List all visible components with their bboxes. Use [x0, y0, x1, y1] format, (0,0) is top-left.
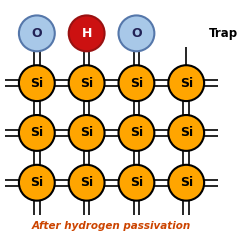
Text: Si: Si	[80, 176, 93, 189]
Text: Si: Si	[180, 176, 193, 189]
Circle shape	[69, 15, 105, 51]
Circle shape	[168, 165, 204, 201]
Circle shape	[119, 65, 154, 101]
Circle shape	[19, 115, 55, 151]
Text: Si: Si	[80, 77, 93, 90]
Circle shape	[168, 115, 204, 151]
Text: Si: Si	[30, 176, 43, 189]
Text: Si: Si	[180, 126, 193, 139]
Circle shape	[19, 65, 55, 101]
Circle shape	[119, 15, 154, 51]
Text: H: H	[81, 27, 92, 40]
Circle shape	[69, 115, 105, 151]
Circle shape	[69, 65, 105, 101]
Circle shape	[119, 165, 154, 201]
Text: After hydrogen passivation: After hydrogen passivation	[32, 221, 191, 231]
Text: Si: Si	[180, 77, 193, 90]
Text: Si: Si	[130, 176, 143, 189]
Circle shape	[69, 165, 105, 201]
Circle shape	[19, 165, 55, 201]
Text: Si: Si	[130, 126, 143, 139]
Text: Si: Si	[80, 126, 93, 139]
Text: Si: Si	[30, 126, 43, 139]
Text: O: O	[31, 27, 42, 40]
Text: O: O	[131, 27, 142, 40]
Text: Si: Si	[30, 77, 43, 90]
Circle shape	[168, 65, 204, 101]
Circle shape	[119, 115, 154, 151]
Text: Trap: Trap	[209, 27, 238, 40]
Circle shape	[19, 15, 55, 51]
Text: Si: Si	[130, 77, 143, 90]
